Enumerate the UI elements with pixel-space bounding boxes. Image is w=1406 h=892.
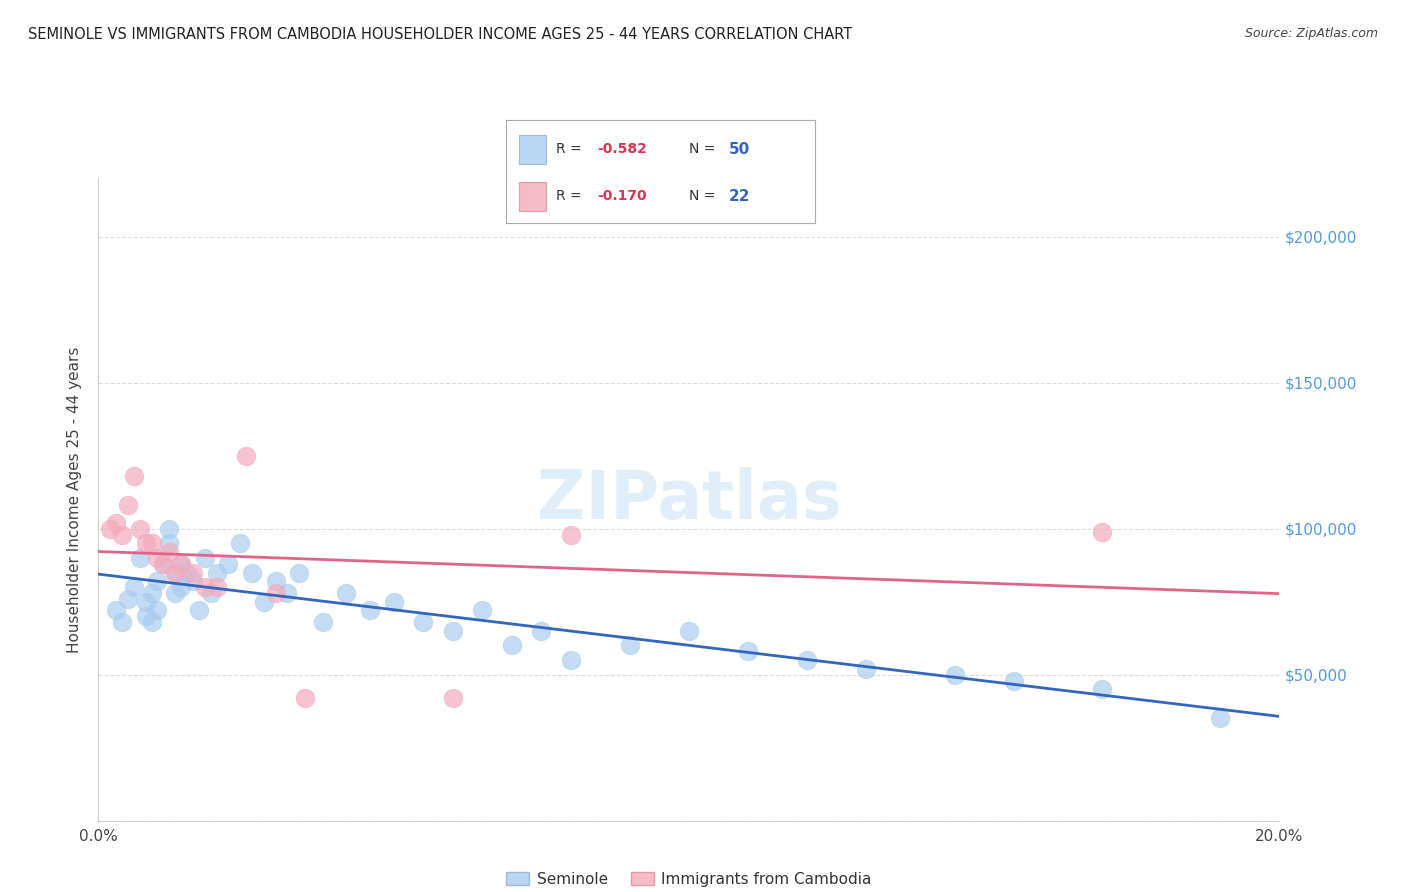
- Point: [229, 536, 252, 550]
- Point: [240, 566, 263, 580]
- Point: [157, 536, 180, 550]
- Point: [619, 639, 641, 653]
- Point: [264, 574, 287, 589]
- Point: [105, 516, 128, 530]
- Point: [141, 536, 163, 550]
- Text: Source: ZipAtlas.com: Source: ZipAtlas.com: [1244, 27, 1378, 40]
- Point: [98, 522, 121, 536]
- Point: [146, 574, 169, 589]
- Legend: Seminole, Immigrants from Cambodia: Seminole, Immigrants from Cambodia: [506, 871, 872, 887]
- Point: [441, 624, 464, 638]
- Point: [235, 449, 257, 463]
- Point: [141, 615, 163, 629]
- Bar: [519, 182, 547, 211]
- Y-axis label: Householder Income Ages 25 - 44 years: Householder Income Ages 25 - 44 years: [67, 346, 83, 653]
- Point: [1091, 682, 1114, 697]
- Point: [441, 691, 464, 706]
- Point: [165, 566, 187, 580]
- Point: [165, 566, 187, 580]
- Point: [122, 580, 145, 594]
- Point: [152, 557, 174, 571]
- Point: [382, 595, 405, 609]
- Point: [217, 557, 239, 571]
- Text: -0.170: -0.170: [598, 189, 647, 203]
- Text: SEMINOLE VS IMMIGRANTS FROM CAMBODIA HOUSEHOLDER INCOME AGES 25 - 44 YEARS CORRE: SEMINOLE VS IMMIGRANTS FROM CAMBODIA HOU…: [28, 27, 852, 42]
- Point: [1091, 524, 1114, 539]
- Point: [678, 624, 700, 638]
- Point: [176, 566, 198, 580]
- Point: [194, 580, 217, 594]
- Point: [170, 557, 193, 571]
- Point: [412, 615, 434, 629]
- Point: [943, 667, 966, 681]
- Point: [276, 586, 298, 600]
- Point: [181, 566, 204, 580]
- Point: [288, 566, 311, 580]
- Point: [128, 522, 150, 536]
- Point: [312, 615, 335, 629]
- Point: [141, 586, 163, 600]
- Point: [117, 499, 139, 513]
- Point: [359, 603, 381, 617]
- Point: [165, 586, 187, 600]
- Point: [796, 653, 818, 667]
- Point: [170, 580, 193, 594]
- Text: -0.582: -0.582: [598, 142, 647, 156]
- Point: [135, 595, 157, 609]
- Point: [128, 550, 150, 565]
- Point: [205, 566, 228, 580]
- Point: [187, 603, 209, 617]
- Point: [205, 580, 228, 594]
- Text: N =: N =: [689, 142, 720, 156]
- Point: [135, 536, 157, 550]
- Point: [855, 662, 877, 676]
- Point: [122, 469, 145, 483]
- Point: [335, 586, 357, 600]
- Text: 50: 50: [728, 142, 751, 157]
- Point: [253, 595, 276, 609]
- Point: [117, 591, 139, 606]
- Text: 22: 22: [728, 189, 751, 204]
- Bar: [519, 135, 547, 163]
- Text: ZIPatlas: ZIPatlas: [537, 467, 841, 533]
- Point: [1209, 711, 1232, 725]
- Point: [194, 550, 217, 565]
- Point: [501, 639, 523, 653]
- Point: [737, 644, 759, 658]
- Point: [200, 586, 222, 600]
- Point: [530, 624, 553, 638]
- Point: [471, 603, 494, 617]
- Point: [560, 653, 582, 667]
- Point: [146, 603, 169, 617]
- Point: [135, 609, 157, 624]
- Point: [560, 527, 582, 541]
- Point: [264, 586, 287, 600]
- Point: [105, 603, 128, 617]
- Text: R =: R =: [555, 142, 586, 156]
- Point: [181, 574, 204, 589]
- Point: [170, 557, 193, 571]
- Point: [146, 550, 169, 565]
- Point: [152, 557, 174, 571]
- Point: [157, 545, 180, 559]
- Point: [111, 615, 134, 629]
- Point: [294, 691, 316, 706]
- Point: [1002, 673, 1025, 688]
- Text: N =: N =: [689, 189, 720, 203]
- Point: [111, 527, 134, 541]
- Point: [157, 522, 180, 536]
- Text: R =: R =: [555, 189, 586, 203]
